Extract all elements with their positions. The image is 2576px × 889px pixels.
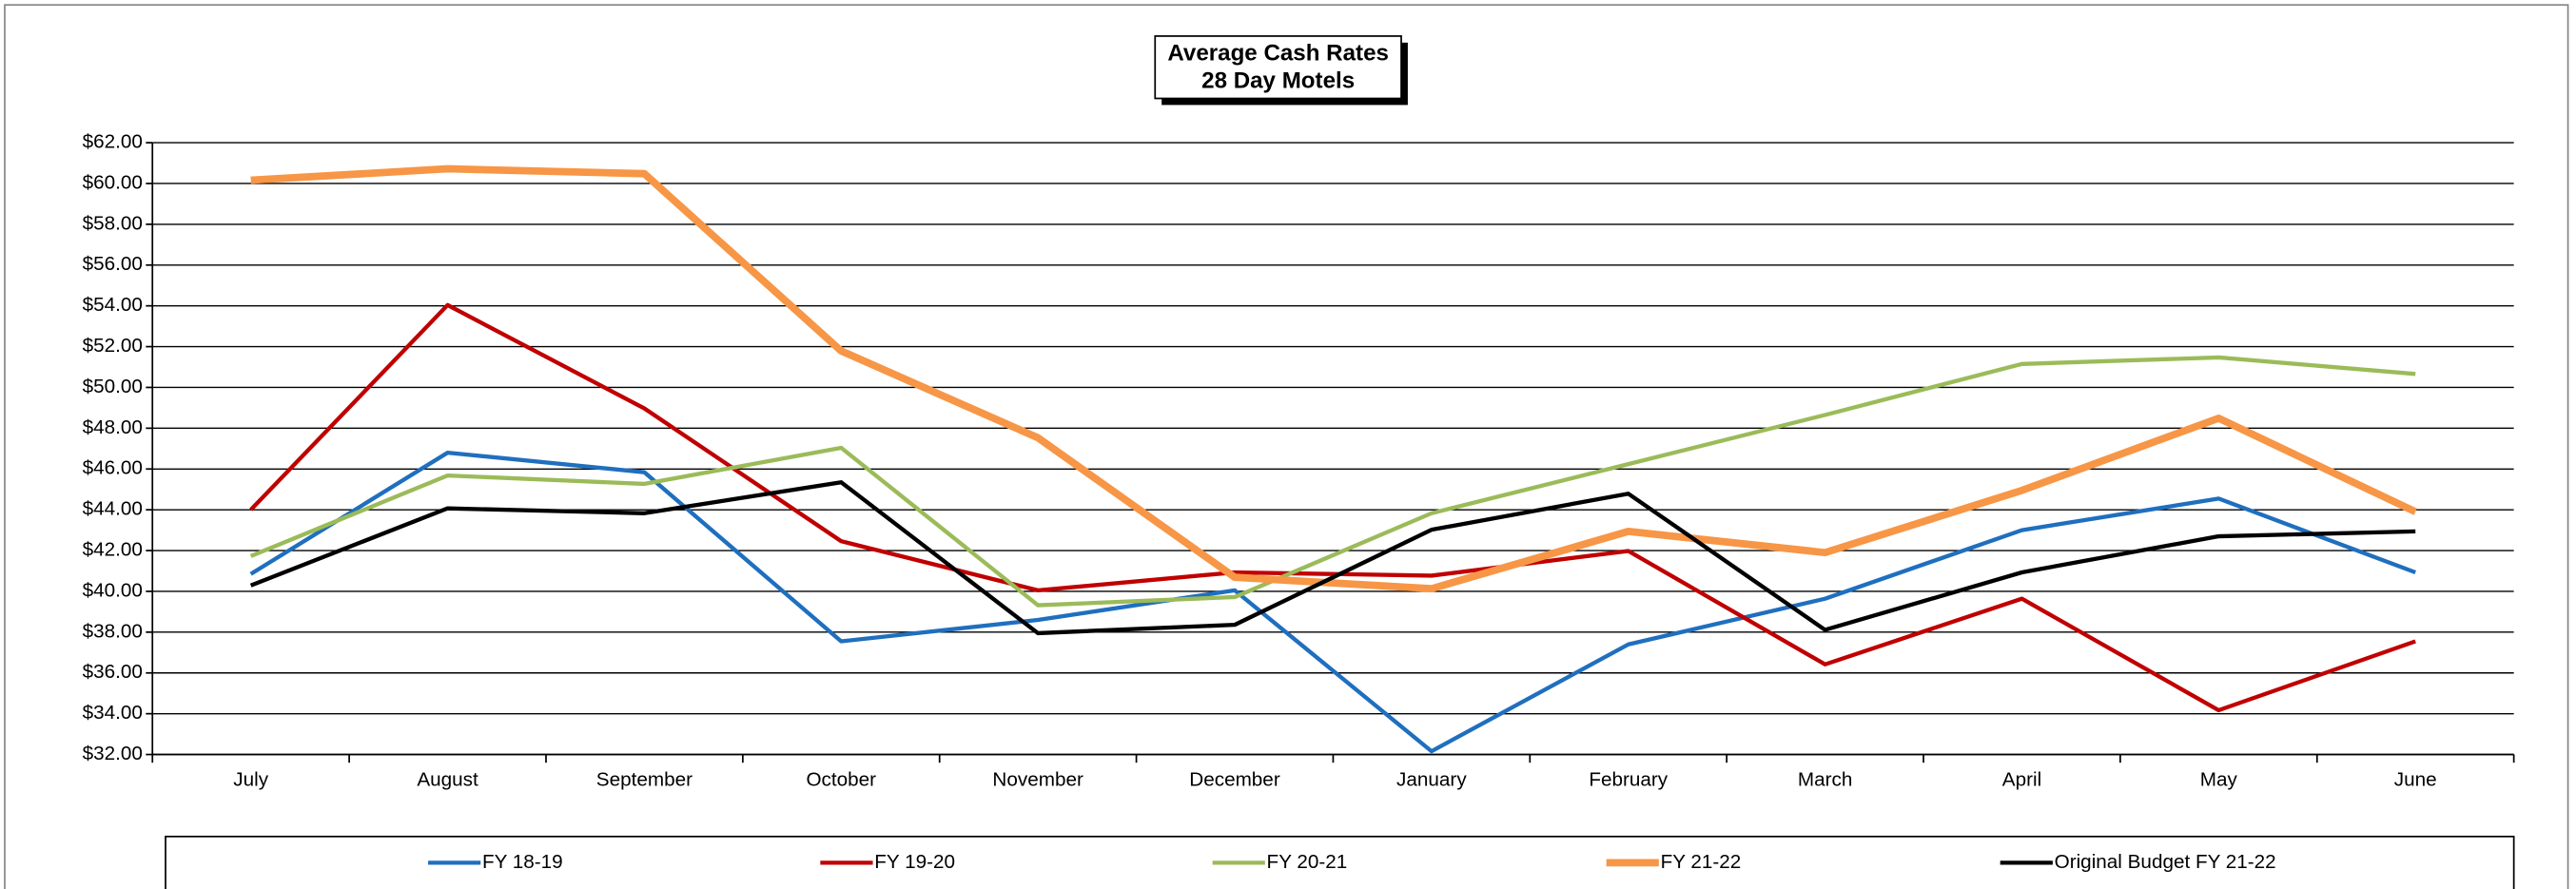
x-tick-label: July xyxy=(233,769,268,791)
series-line xyxy=(249,302,2416,713)
y-tick-label: $62.00 xyxy=(83,131,143,153)
y-tick-label: $44.00 xyxy=(83,498,143,520)
x-tick-label: August xyxy=(417,769,478,791)
series-line xyxy=(250,164,2417,593)
y-tick-label: $32.00 xyxy=(83,743,143,764)
legend-label: FY 20-21 xyxy=(1267,851,1348,873)
y-tick-label: $54.00 xyxy=(83,294,143,316)
y-tick-label: $38.00 xyxy=(83,620,143,642)
x-tick-label: December xyxy=(1189,769,1280,791)
title-box xyxy=(1154,35,1402,100)
legend-label: FY 21-22 xyxy=(1661,851,1742,873)
x-tick-label: October xyxy=(806,769,876,791)
chart-title: Average Cash Rates xyxy=(1167,40,1389,66)
x-tick-label: June xyxy=(2394,769,2437,791)
x-tick-label: April xyxy=(2002,769,2041,791)
y-tick-label: $52.00 xyxy=(83,335,143,357)
legend-box xyxy=(165,835,2515,889)
y-tick-label: $46.00 xyxy=(83,457,143,479)
y-tick-label: $36.00 xyxy=(83,661,143,683)
x-tick-label: May xyxy=(2200,769,2238,791)
chart-subtitle: 28 Day Motels xyxy=(1201,68,1355,94)
x-tick-label: February xyxy=(1589,769,1668,791)
x-tick-label: November xyxy=(992,769,1083,791)
chart-border xyxy=(4,4,2569,889)
y-tick-label: $48.00 xyxy=(83,416,143,438)
series-line xyxy=(249,355,2416,608)
legend-label: FY 18-19 xyxy=(482,851,563,873)
y-tick-label: $42.00 xyxy=(83,539,143,561)
legend-label: Original Budget FY 21-22 xyxy=(2055,851,2276,873)
series-line xyxy=(249,450,2416,754)
x-tick-label: January xyxy=(1396,769,1467,791)
y-tick-label: $40.00 xyxy=(83,579,143,601)
legend-label: FY 19-20 xyxy=(874,851,955,873)
y-tick-label: $34.00 xyxy=(83,702,143,724)
x-tick-label: September xyxy=(596,769,693,791)
x-tick-label: March xyxy=(1798,769,1852,791)
y-tick-label: $60.00 xyxy=(83,171,143,193)
series-line xyxy=(249,480,2416,636)
y-tick-label: $56.00 xyxy=(83,253,143,275)
y-tick-label: $50.00 xyxy=(83,376,143,397)
y-tick-label: $58.00 xyxy=(83,212,143,234)
